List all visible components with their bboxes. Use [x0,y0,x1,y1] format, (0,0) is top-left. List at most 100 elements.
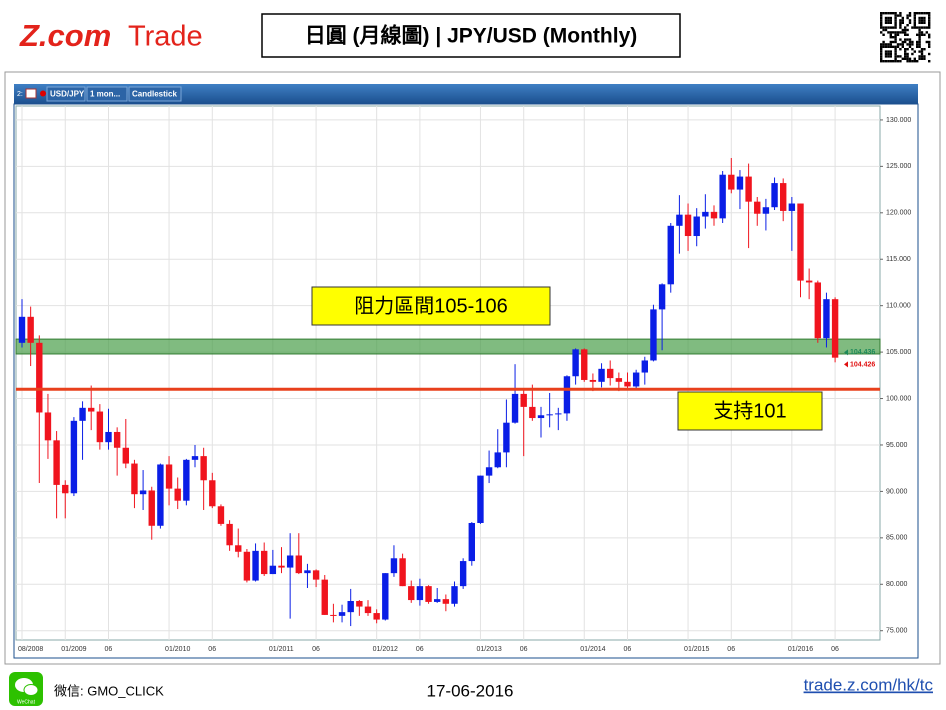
qr-cell [913,24,916,27]
candle-body [632,372,640,387]
annotation: 支持101 [713,399,786,422]
qr-cell [906,24,909,27]
qr-cell [920,33,924,36]
qr-cell [894,14,897,17]
qr-cell [894,24,897,27]
candle-body [693,216,700,237]
last-price: 104.436 [850,349,875,356]
qr-cell [880,19,883,22]
qr-cell [884,16,888,20]
qr-cell [884,43,888,46]
qr-cell [913,12,916,15]
qr-cell [906,33,909,36]
qr-cell [896,60,900,63]
x-tick-label: 06 [624,646,632,653]
qr-cell [889,19,892,22]
qr-cell [887,52,890,56]
qr-cell [918,28,921,32]
candle-body [719,174,726,219]
candle-body [754,201,761,214]
qr-cell [920,16,924,20]
qr-cell [913,57,916,60]
qr-cell [896,43,900,46]
qr-cell [880,55,883,58]
qr-cell [889,40,892,44]
qr-cell [904,38,907,41]
qr-cell [880,45,883,48]
qr-cell [908,43,912,46]
qr-cell [913,19,916,22]
candle-body [745,176,752,202]
toolbar-tab-label[interactable]: 1 mon... [90,90,120,99]
toolbar-tab-label[interactable]: Candlestick [132,90,177,99]
wechat-bubble [23,684,39,696]
qr-cell [884,45,888,48]
qr-cell [901,16,904,20]
x-tick-label: 01/2009 [61,646,86,653]
candle-body [36,342,43,413]
qr-cell [894,12,897,15]
candle-body [771,183,778,208]
y-tick-label: 95.000 [886,442,908,449]
candle-body [174,488,181,501]
qr-cell [913,50,916,53]
qr-cell [928,19,931,22]
x-tick-label: 01/2015 [684,646,709,653]
qr-cell [894,19,897,22]
candle-body [261,550,268,575]
qr-cell [928,16,931,20]
candle-body [373,613,380,620]
y-tick-label: 105.000 [886,349,911,356]
qr-cell [904,31,907,34]
qr-cell [916,12,919,15]
qr-cell [894,55,897,58]
candle-body [122,447,129,464]
qr-cell [925,12,928,15]
y-tick-label: 120.000 [886,210,911,217]
qr-cell [906,52,909,56]
qr-cell [916,33,919,36]
qr-cell [889,55,892,58]
candle-body [269,565,277,575]
chart-window [13,103,919,659]
qr-cell [923,16,926,20]
qr-cell [908,45,912,48]
annotation-box [677,391,823,431]
qr-cell [928,24,931,27]
qr-cell [882,33,885,36]
qr-cell [918,38,921,41]
title: 日圓 (月線圖) | JPY/USD (Monthly) [305,24,638,48]
link[interactable]: trade.z.com/hk/tc [804,675,934,694]
qr-cell [920,31,924,34]
x-tick-label: 06 [208,646,216,653]
candle-body [425,586,432,602]
annotation: 阻力區間105-106 [354,294,507,317]
qr-cell [911,52,914,56]
qr-cell [908,60,912,63]
toolbar-prefix: 2: [17,91,23,98]
qr-cell [882,40,885,44]
x-tick-label: 01/2011 [269,646,294,653]
toolbar-tab-label[interactable]: USD/JPY [50,90,85,99]
qr-cell [916,26,919,29]
qr-cell [918,21,921,24]
qr-cell [887,12,890,15]
qr-cell [899,19,902,22]
qr-code [880,12,931,63]
qr-cell [918,36,921,39]
qr-cell [894,48,897,51]
qr-cell [908,40,912,44]
qr-cell [906,16,909,20]
x-tick-label: 06 [520,646,528,653]
x-tick-label: 06 [105,646,113,653]
qr-cell [880,26,883,29]
qr-cell [899,43,902,46]
qr-cell [906,28,909,32]
qr-cell [884,19,888,22]
qr-cell [896,14,900,17]
x-tick-label: 01/2014 [580,646,605,653]
y-tick-label: 90.000 [886,488,908,495]
candle-body [356,600,363,607]
qr-cell [918,45,921,48]
